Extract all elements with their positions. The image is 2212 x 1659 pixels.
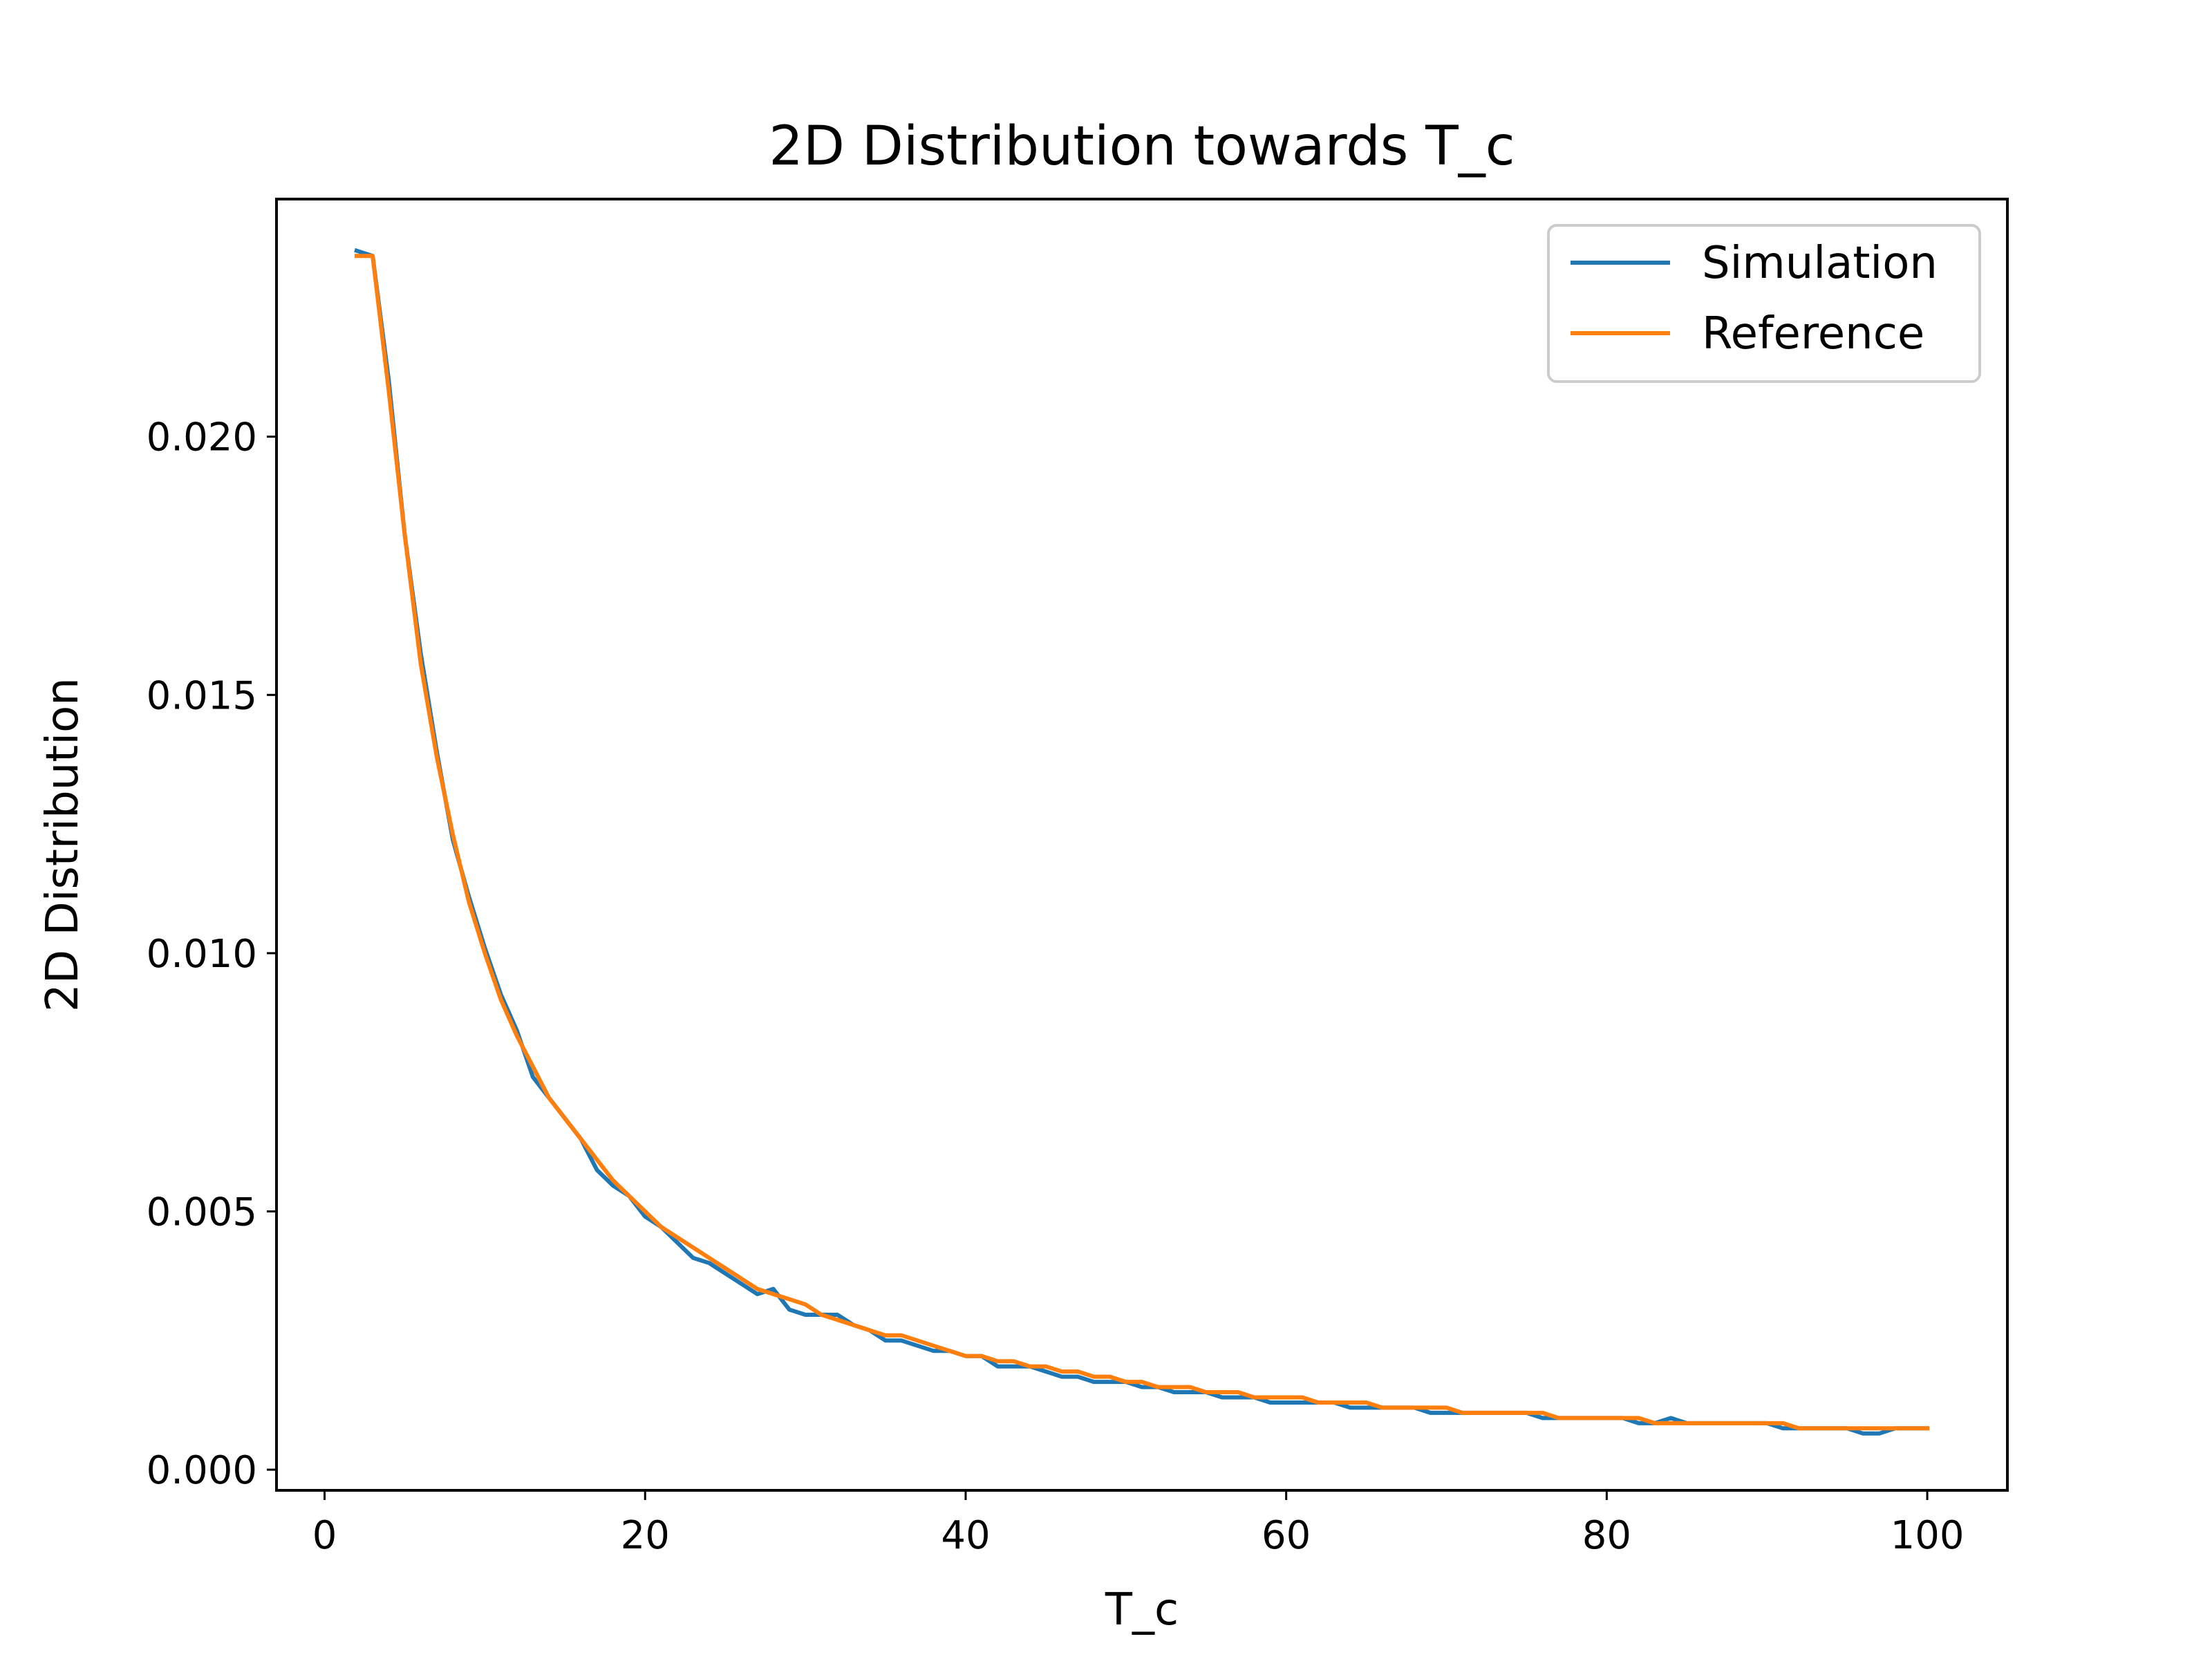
y-tick-label: 0.010 xyxy=(147,932,257,977)
plot-frame xyxy=(275,198,2009,1492)
y-axis: 0.000 0.005 0.010 0.015 0.020 xyxy=(147,415,276,1493)
plot-lines xyxy=(354,247,1930,1436)
legend-label-simulation: Simulation xyxy=(1702,238,1938,289)
x-tick-label: 80 xyxy=(1582,1513,1631,1558)
series-line-simulation xyxy=(354,247,1930,1436)
x-tick-label: 20 xyxy=(621,1513,670,1558)
x-tick-label: 0 xyxy=(312,1513,337,1558)
y-tick-label: 0.020 xyxy=(147,415,257,460)
x-axis-label: T_c xyxy=(1105,1584,1179,1635)
x-tick-label: 100 xyxy=(1891,1513,1965,1558)
x-tick-label: 40 xyxy=(941,1513,990,1558)
series-line-reference xyxy=(354,254,1930,1431)
y-tick-label: 0.000 xyxy=(147,1448,257,1493)
y-axis-label: 2D Distribution xyxy=(37,677,88,1012)
chart-title: 2D Distribution towards T_c xyxy=(769,115,1515,178)
y-tick-label: 0.015 xyxy=(147,673,257,718)
x-tick-label: 60 xyxy=(1262,1513,1311,1558)
legend-label-reference: Reference xyxy=(1702,308,1924,359)
x-axis: 0 20 40 60 80 100 xyxy=(312,1490,1965,1558)
legend: Simulation Reference xyxy=(1547,224,1981,383)
y-tick-label: 0.005 xyxy=(147,1190,257,1235)
